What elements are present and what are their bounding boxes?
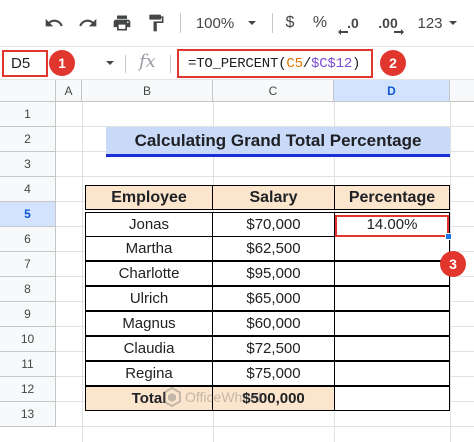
- chevron-down-icon: [248, 21, 257, 25]
- salary-cell[interactable]: $95,000: [212, 261, 335, 286]
- zoom-select[interactable]: 100%: [192, 8, 262, 38]
- row-header-3[interactable]: 3: [0, 152, 56, 177]
- row-header-7[interactable]: 7: [0, 252, 56, 277]
- gridline: [56, 426, 474, 427]
- gridline: [56, 126, 474, 127]
- watermark-text: OfficeWheel: [185, 389, 261, 405]
- watermark: OfficeWheel: [162, 387, 261, 407]
- gridline: [82, 102, 83, 442]
- salary-cell[interactable]: $70,000: [212, 212, 335, 237]
- salary-cell[interactable]: $72,500: [212, 336, 335, 361]
- header-salary[interactable]: Salary: [212, 185, 335, 210]
- row-header-6[interactable]: 6: [0, 227, 56, 252]
- formula-bar-divider: [170, 55, 171, 73]
- employee-cell[interactable]: Martha: [85, 236, 213, 261]
- currency-format-button[interactable]: $: [280, 8, 300, 38]
- employee-cell[interactable]: Regina: [85, 361, 213, 386]
- watermark-logo-icon: [163, 387, 181, 407]
- currency-label: $: [285, 14, 295, 31]
- percent-label: %: [312, 14, 328, 31]
- percentage-cell[interactable]: [334, 261, 450, 286]
- row-header-8[interactable]: 8: [0, 277, 56, 302]
- print-button[interactable]: [108, 8, 136, 38]
- toolbar-divider: [180, 13, 181, 33]
- salary-cell[interactable]: $65,000: [212, 286, 335, 311]
- more-formats-button[interactable]: 123: [410, 8, 466, 38]
- employee-cell[interactable]: Charlotte: [85, 261, 213, 286]
- arrow-left-icon: [338, 29, 348, 35]
- employee-cell[interactable]: Magnus: [85, 311, 213, 336]
- percent-format-button[interactable]: %: [308, 8, 332, 38]
- toolbar: 100% $ % .0 .00 123: [0, 0, 474, 46]
- decrease-decimal-label: .0: [347, 15, 359, 31]
- row-header-1[interactable]: 1: [0, 102, 56, 127]
- percentage-cell[interactable]: [334, 361, 450, 386]
- row-header-4[interactable]: 4: [0, 177, 56, 202]
- total-label-cell[interactable]: Total: [85, 386, 213, 411]
- column-header-a[interactable]: A: [56, 80, 82, 102]
- callout-3: 3: [440, 251, 466, 277]
- name-box[interactable]: D5: [2, 50, 48, 77]
- row-header-11[interactable]: 11: [0, 352, 56, 377]
- increase-decimal-label: .00: [378, 15, 398, 31]
- selected-cell-outline: [335, 215, 449, 237]
- redo-button[interactable]: [74, 8, 102, 38]
- salary-cell[interactable]: $60,000: [212, 311, 335, 336]
- formula-bar: D5 1 fx =TO_PERCENT(C5/$C$12) 2: [0, 46, 474, 80]
- formula-close: ): [352, 55, 361, 72]
- increase-decimal-button[interactable]: .00: [370, 8, 406, 38]
- formula-operator: /: [302, 55, 312, 72]
- row-header-5[interactable]: 5: [0, 202, 56, 227]
- more-formats-label: 123: [417, 14, 443, 32]
- percentage-cell[interactable]: [334, 336, 450, 361]
- column-header-c[interactable]: C: [213, 80, 334, 102]
- arrow-right-icon: [394, 29, 404, 35]
- print-icon: [113, 15, 131, 31]
- undo-icon: [45, 18, 63, 27]
- chevron-down-icon: [448, 21, 457, 25]
- salary-cell[interactable]: $75,000: [212, 361, 335, 386]
- row-header-10[interactable]: 10: [0, 327, 56, 352]
- employee-cell[interactable]: Jonas: [85, 212, 213, 237]
- zoom-value: 100%: [195, 14, 235, 32]
- undo-button[interactable]: [40, 8, 68, 38]
- sheet-title[interactable]: Calculating Grand Total Percentage: [106, 127, 450, 157]
- row-header-12[interactable]: 12: [0, 377, 56, 402]
- formula-input[interactable]: =TO_PERCENT(C5/$C$12): [177, 49, 373, 78]
- paint-format-icon: [149, 14, 164, 32]
- column-header-d[interactable]: D: [334, 80, 450, 102]
- column-header-e[interactable]: [450, 80, 474, 102]
- select-all-corner[interactable]: [0, 80, 56, 102]
- callout-1: 1: [49, 50, 75, 76]
- toolbar-divider: [272, 13, 273, 33]
- row-header-13[interactable]: 13: [0, 402, 56, 427]
- formula-ref-c5: C5: [286, 55, 303, 72]
- redo-icon: [79, 18, 97, 27]
- gridline: [56, 176, 474, 177]
- employee-cell[interactable]: Ulrich: [85, 286, 213, 311]
- chevron-down-icon[interactable]: [104, 57, 116, 69]
- formula-function: =TO_PERCENT(: [188, 55, 287, 72]
- percentage-cell[interactable]: [334, 286, 450, 311]
- decrease-decimal-button[interactable]: .0: [336, 8, 370, 38]
- row-header-2[interactable]: 2: [0, 127, 56, 152]
- formula-ref-c12: $C$12: [311, 55, 353, 72]
- percentage-cell[interactable]: [334, 236, 450, 261]
- salary-cell[interactable]: $62,500: [212, 236, 335, 261]
- percentage-cell[interactable]: [334, 386, 450, 411]
- percentage-cell[interactable]: [334, 311, 450, 336]
- column-header-b[interactable]: B: [82, 80, 213, 102]
- header-employee[interactable]: Employee: [85, 185, 213, 210]
- employee-cell[interactable]: Claudia: [85, 336, 213, 361]
- formula-bar-divider: [125, 55, 126, 73]
- fill-handle[interactable]: [445, 233, 452, 240]
- fx-icon: fx: [139, 51, 156, 72]
- header-percentage[interactable]: Percentage: [334, 185, 450, 210]
- paint-format-button[interactable]: [142, 8, 170, 38]
- callout-2: 2: [380, 50, 406, 76]
- total-value-cell[interactable]: $500,000: [212, 386, 335, 411]
- row-header-9[interactable]: 9: [0, 302, 56, 327]
